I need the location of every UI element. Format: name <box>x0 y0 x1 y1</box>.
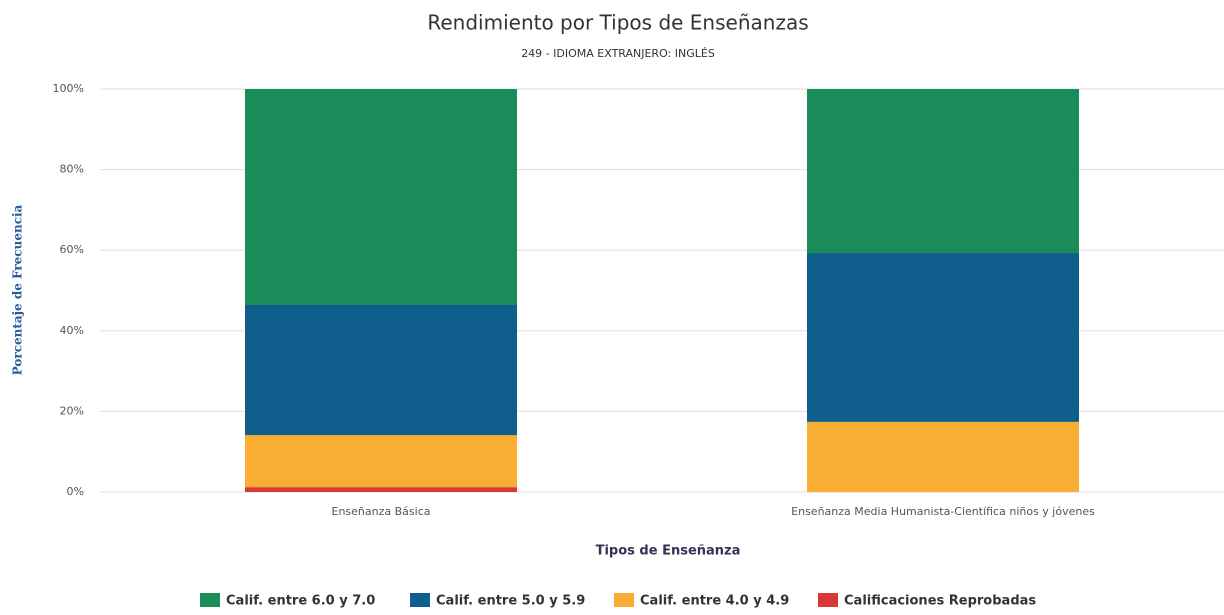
legend-label: Calif. entre 6.0 y 7.0 <box>226 594 375 609</box>
y-tick-label: 80% <box>60 163 84 176</box>
y-tick-label: 0% <box>67 485 84 498</box>
legend-swatch <box>410 593 430 607</box>
legend-swatch <box>818 593 838 607</box>
legend-label: Calificaciones Reprobadas <box>844 594 1036 609</box>
legend-swatch <box>200 593 220 607</box>
x-axis-title: Tipos de Enseñanza <box>596 544 741 559</box>
x-tick-label: Enseñanza Media Humanista-Científica niñ… <box>791 505 1095 518</box>
legend-label: Calif. entre 5.0 y 5.9 <box>436 594 585 609</box>
bar-segment <box>245 305 517 436</box>
bar-segment <box>245 89 517 306</box>
x-tick-label: Enseñanza Básica <box>332 505 431 518</box>
y-tick-label: 100% <box>53 82 84 95</box>
bar-segment <box>807 253 1079 422</box>
bar-segment <box>807 421 1079 492</box>
y-axis-title: Porcentaje de Frecuencia <box>11 204 25 375</box>
y-tick-label: 60% <box>60 243 84 256</box>
y-tick-label: 40% <box>60 324 84 337</box>
chart-subtitle: 249 - IDIOMA EXTRANJERO: INGLÉS <box>521 47 715 60</box>
chart-title: Rendimiento por Tipos de Enseñanzas <box>427 11 808 35</box>
legend-swatch <box>614 593 634 607</box>
y-tick-label: 20% <box>60 404 84 417</box>
bar-segment <box>245 487 517 492</box>
legend-label: Calif. entre 4.0 y 4.9 <box>640 594 789 609</box>
bar-segment <box>807 89 1079 254</box>
bar-segment <box>245 435 517 488</box>
